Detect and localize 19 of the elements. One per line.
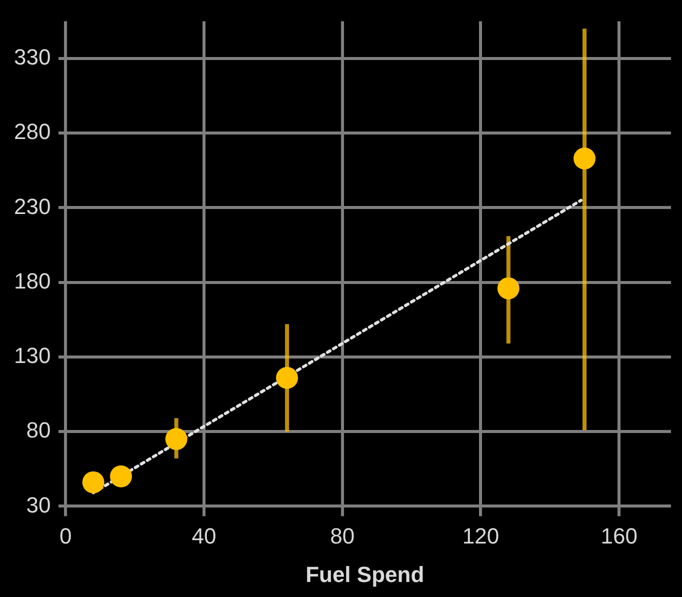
point: [497, 277, 520, 300]
point: [110, 465, 132, 488]
x-tick-label: 0: [60, 523, 72, 548]
point: [276, 366, 298, 389]
point: [574, 147, 596, 170]
point: [165, 428, 188, 450]
x-tick-label: 120: [462, 523, 500, 548]
y-tick-label: 330: [14, 44, 51, 70]
point: [82, 471, 104, 494]
y-tick-label: 230: [14, 194, 51, 219]
x-tick-label: 160: [600, 523, 638, 548]
y-tick-label: 30: [26, 492, 51, 518]
x-tick-label: 80: [330, 523, 355, 548]
x-tick-label: 40: [192, 523, 216, 548]
x-axis-title: Fuel Spend: [306, 562, 424, 587]
y-tick-label: 130: [14, 343, 51, 368]
y-tick-label: 280: [14, 119, 51, 144]
y-tick-label: 80: [26, 418, 51, 443]
y-tick-label: 180: [14, 268, 51, 294]
